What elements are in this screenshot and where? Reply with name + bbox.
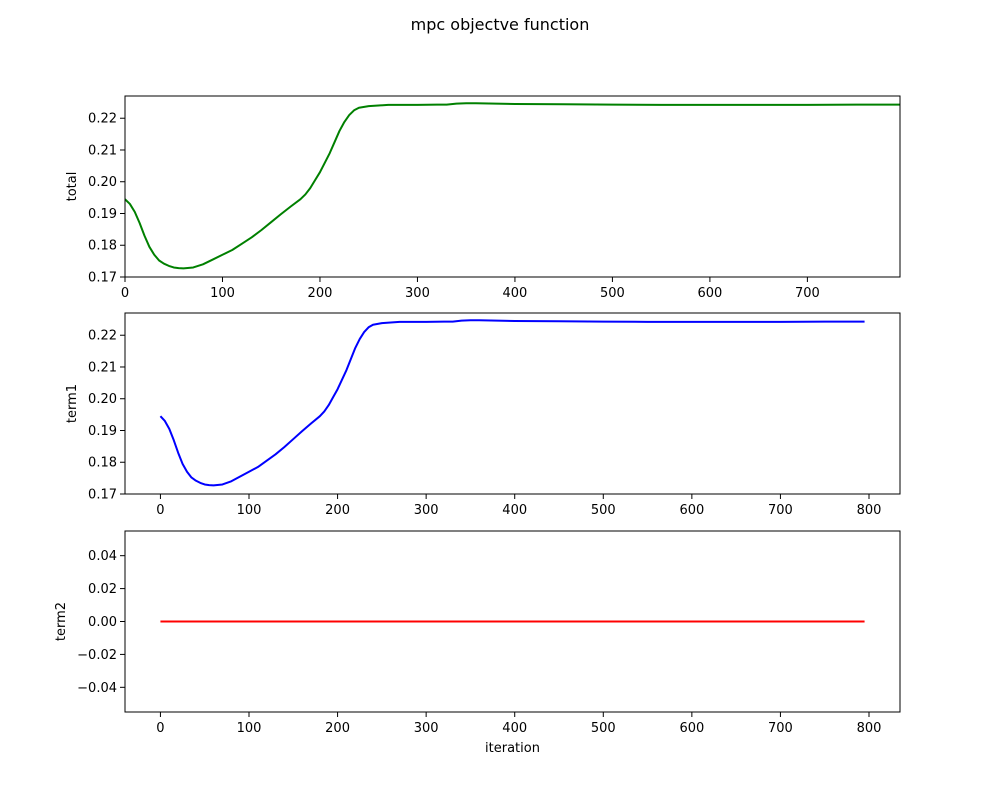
- x-tick-label: 100: [210, 286, 235, 301]
- y-tick-label: 0.21: [88, 360, 117, 375]
- x-tick-label: 500: [591, 721, 616, 736]
- x-tick-label: 600: [697, 286, 722, 301]
- series-line-1-1: [125, 102, 900, 270]
- series-line-2-1: [159, 319, 865, 487]
- y-tick-label: 0.19: [88, 424, 117, 439]
- x-tick-label: 400: [502, 721, 527, 736]
- y-tick-label: 0.19: [88, 207, 117, 222]
- x-tick-label: 300: [414, 721, 439, 736]
- x-axis-label: iteration: [485, 741, 540, 756]
- x-tick-label: 700: [768, 721, 793, 736]
- axes-3: 0 100 200 300 400 500 600 700 800 −0.04 −0.02 0.00 0…: [54, 530, 901, 756]
- y-tick-label: −0.02: [77, 648, 117, 663]
- x-tick-label: 400: [502, 503, 527, 518]
- axes-frame: [124, 312, 901, 495]
- axes-2: 0 100 200 300 400 500 600 700 800 0.17 0.18 0.19 0.2…: [65, 312, 901, 518]
- y-axis-label: term1: [65, 384, 80, 423]
- y-tick-label: 0.18: [88, 456, 117, 471]
- x-tick-label: 100: [237, 503, 262, 518]
- y-tick-label: 0.22: [88, 329, 117, 344]
- y-axis-label: total: [65, 172, 80, 202]
- x-tick-label: 800: [857, 503, 882, 518]
- x-tick-label: 0: [121, 286, 129, 301]
- axes-1: 0 100 200 300 400 500 600 700 0.17 0.18 0.19 0.20 0.…: [65, 95, 901, 301]
- x-tick-label: 200: [308, 286, 333, 301]
- x-tick-label: 700: [768, 503, 793, 518]
- x-tick-label: 800: [857, 721, 882, 736]
- x-tick-label: 700: [795, 286, 820, 301]
- y-axis-label: term2: [54, 602, 69, 641]
- x-tick-label: 500: [600, 286, 625, 301]
- y-tick-label: 0.00: [88, 615, 117, 630]
- x-tick-label: 300: [414, 503, 439, 518]
- axes-frame: [124, 95, 901, 278]
- x-tick-label: 400: [503, 286, 528, 301]
- y-tick-label: 0.04: [88, 549, 117, 564]
- x-tick-label: 600: [679, 503, 704, 518]
- x-tick-label: 100: [237, 721, 262, 736]
- figure-title: mpc objectve function: [411, 15, 590, 34]
- x-tick-label: 500: [591, 503, 616, 518]
- y-tick-label: 0.20: [88, 175, 117, 190]
- y-tick-label: 0.18: [88, 239, 117, 254]
- y-tick-label: 0.17: [88, 488, 117, 503]
- y-tick-label: 0.17: [88, 271, 117, 286]
- x-tick-label: 200: [325, 503, 350, 518]
- y-tick-label: −0.04: [77, 681, 117, 696]
- x-tick-label: 300: [405, 286, 430, 301]
- y-tick-label: 0.22: [88, 112, 117, 127]
- y-tick-label: 0.20: [88, 392, 117, 407]
- x-tick-label: 0: [156, 503, 164, 518]
- y-tick-label: 0.02: [88, 582, 117, 597]
- x-tick-label: 200: [325, 721, 350, 736]
- x-tick-label: 0: [156, 721, 164, 736]
- x-tick-label: 600: [679, 721, 704, 736]
- y-tick-label: 0.21: [88, 143, 117, 158]
